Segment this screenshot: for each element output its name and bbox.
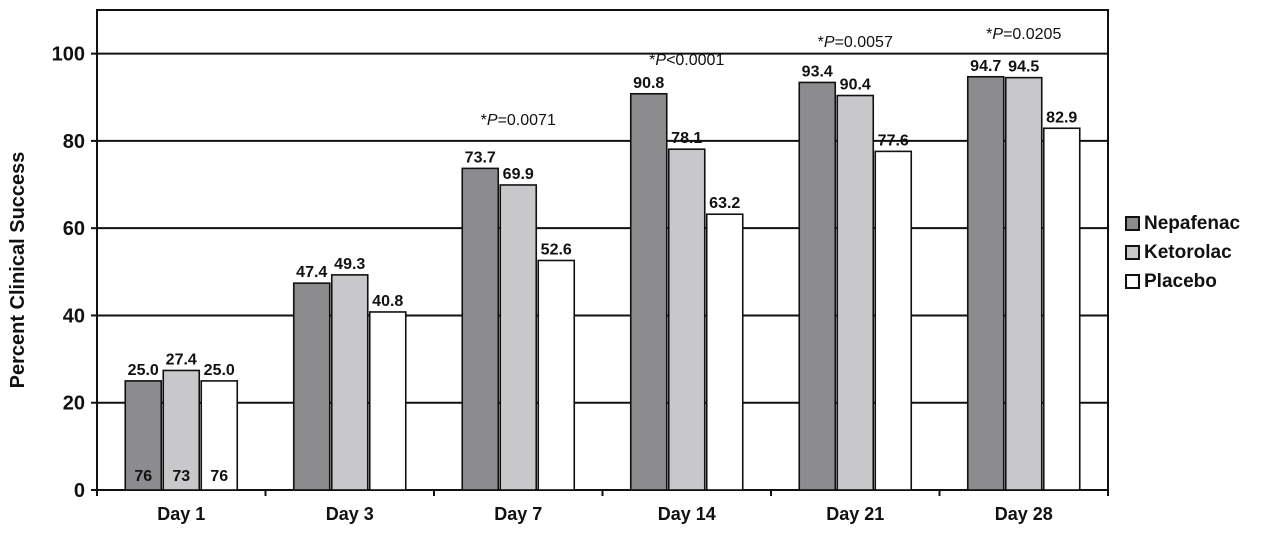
legend-label-placebo: Placebo <box>1144 270 1217 292</box>
bar-placebo-day-7 <box>537 259 576 491</box>
y-tick-label-80: 80 <box>63 131 85 153</box>
sample-size-nepafenac: 76 <box>134 468 152 485</box>
x-tick-label-day-3: Day 3 <box>326 504 374 524</box>
data-label-placebo-day-1: 25.0 <box>204 362 235 379</box>
data-label-placebo-day-3: 40.8 <box>372 293 403 310</box>
data-label-nepafenac-day-7: 73.7 <box>465 149 496 166</box>
x-tick-label-day-1: Day 1 <box>157 504 205 524</box>
legend-item-ketorolac: Ketorolac <box>1125 238 1270 267</box>
bar-ketorolac-day-28 <box>1004 76 1043 491</box>
y-tick-label-0: 0 <box>74 480 85 502</box>
bar-nepafenac-day-28 <box>966 75 1005 491</box>
bar-nepafenac-day-21 <box>798 81 837 491</box>
data-label-ketorolac-day-7: 69.9 <box>503 166 534 183</box>
x-tick-label-day-7: Day 7 <box>494 504 542 524</box>
legend-label-ketorolac: Ketorolac <box>1144 241 1232 263</box>
y-tick-label-40: 40 <box>63 305 85 327</box>
y-axis-title: Percent Clinical Success <box>7 152 29 389</box>
y-tick-label-20: 20 <box>63 393 85 415</box>
data-label-nepafenac-day-21: 93.4 <box>802 63 833 80</box>
legend-swatch-ketorolac <box>1125 245 1140 260</box>
data-label-ketorolac-day-1: 27.4 <box>166 351 197 368</box>
bar-nepafenac-day-3 <box>292 282 331 491</box>
data-label-placebo-day-28: 82.9 <box>1046 109 1077 126</box>
x-tick-label-day-21: Day 21 <box>826 504 884 524</box>
bar-placebo-day-1 <box>200 380 239 491</box>
legend-swatch-nepafenac <box>1125 216 1140 231</box>
legend-label-nepafenac: Nepafenac <box>1144 212 1241 234</box>
data-label-ketorolac-day-3: 49.3 <box>334 256 365 273</box>
x-tick-label-day-28: Day 28 <box>995 504 1053 524</box>
p-value-day-14: *P<0.0001 <box>649 52 724 69</box>
data-label-ketorolac-day-14: 78.1 <box>671 130 702 147</box>
bar-nepafenac-day-1 <box>124 380 163 491</box>
data-label-nepafenac-day-3: 47.4 <box>296 264 327 281</box>
p-value-day-21: *P=0.0057 <box>818 34 893 51</box>
bar-nepafenac-day-14 <box>629 92 668 491</box>
data-label-nepafenac-day-28: 94.7 <box>970 58 1001 75</box>
bar-placebo-day-3 <box>368 311 407 491</box>
sample-size-placebo: 76 <box>210 468 228 485</box>
data-label-nepafenac-day-1: 25.0 <box>128 362 159 379</box>
bar-placebo-day-14 <box>705 213 744 491</box>
p-value-day-28: *P=0.0205 <box>986 26 1061 43</box>
sample-size-ketorolac: 73 <box>172 468 190 485</box>
data-label-placebo-day-21: 77.6 <box>878 132 909 149</box>
bar-placebo-day-28 <box>1042 127 1081 491</box>
bar-placebo-day-21 <box>874 150 913 491</box>
data-label-ketorolac-day-21: 90.4 <box>840 77 871 94</box>
bar-ketorolac-day-14 <box>667 148 706 491</box>
y-tick-label-60: 60 <box>63 218 85 240</box>
legend-swatch-placebo <box>1125 274 1140 289</box>
bar-nepafenac-day-7 <box>461 167 500 491</box>
p-value-day-7: *P=0.0071 <box>481 112 556 129</box>
x-tick-label-day-14: Day 14 <box>658 504 716 524</box>
plot-frame <box>96 9 1109 491</box>
data-label-placebo-day-14: 63.2 <box>709 195 740 212</box>
data-label-ketorolac-day-28: 94.5 <box>1008 59 1039 76</box>
bar-ketorolac-day-7 <box>499 184 538 491</box>
legend-item-placebo: Placebo <box>1125 267 1270 296</box>
bar-ketorolac-day-3 <box>330 274 369 491</box>
data-label-nepafenac-day-14: 90.8 <box>633 75 664 92</box>
legend: Nepafenac Ketorolac Placebo <box>1125 209 1270 296</box>
data-label-placebo-day-7: 52.6 <box>541 241 572 258</box>
bar-ketorolac-day-21 <box>836 94 875 491</box>
bar-ketorolac-day-1 <box>162 369 201 491</box>
y-tick-label-100: 100 <box>52 44 85 66</box>
legend-item-nepafenac: Nepafenac <box>1125 209 1270 238</box>
